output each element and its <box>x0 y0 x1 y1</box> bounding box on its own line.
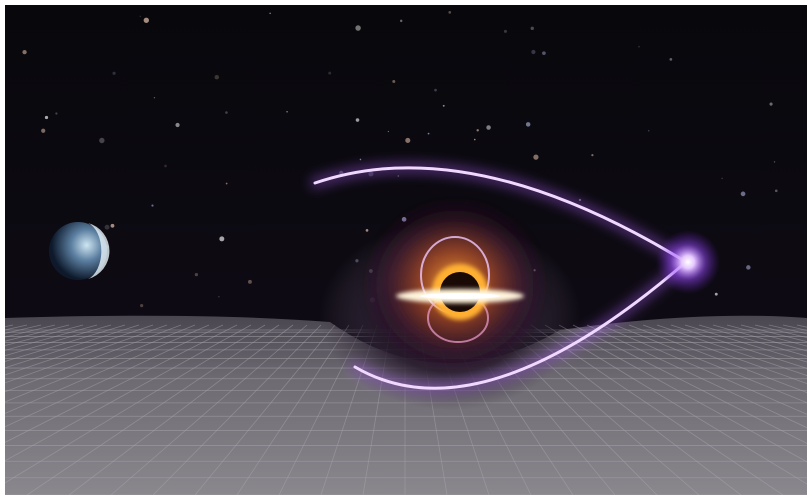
star <box>214 74 220 80</box>
star <box>175 122 180 128</box>
star <box>591 153 594 157</box>
star <box>740 191 746 197</box>
star <box>143 17 149 23</box>
star <box>473 138 476 141</box>
star <box>392 79 396 83</box>
grid-line <box>5 324 224 428</box>
star <box>669 58 673 61</box>
star <box>55 112 58 115</box>
star <box>405 137 411 143</box>
star <box>773 161 776 163</box>
star <box>110 223 115 228</box>
grid-line <box>600 324 807 415</box>
star <box>434 88 437 92</box>
star <box>22 49 27 55</box>
grid-line <box>5 324 126 362</box>
star <box>164 164 167 168</box>
star <box>714 292 718 296</box>
star <box>542 51 546 56</box>
star <box>578 198 582 202</box>
grid-line <box>110 324 308 495</box>
star <box>448 11 452 14</box>
star <box>746 265 751 270</box>
grid-line <box>5 324 140 369</box>
spacetime-floor <box>5 315 807 495</box>
grid-line <box>572 324 807 444</box>
star <box>486 125 491 130</box>
star <box>286 110 288 113</box>
star <box>399 19 403 23</box>
star <box>41 128 46 133</box>
black-hole <box>396 236 524 343</box>
grid-line <box>5 324 196 403</box>
grid-line <box>558 324 807 463</box>
grid-line <box>586 324 807 429</box>
star <box>397 175 400 177</box>
grid-line <box>5 324 112 357</box>
grid-line <box>5 324 238 443</box>
star <box>153 97 156 99</box>
star <box>355 25 361 31</box>
star <box>531 49 536 55</box>
star <box>774 189 778 193</box>
star <box>387 130 390 133</box>
grid-line <box>670 324 807 369</box>
light-source-star <box>656 230 720 294</box>
grid-line <box>68 324 294 495</box>
star <box>219 236 225 242</box>
grid-line <box>5 324 252 462</box>
grid-line <box>5 324 210 414</box>
grid-line <box>26 324 280 495</box>
star <box>218 296 220 298</box>
star <box>355 118 360 122</box>
star <box>476 129 479 132</box>
star <box>225 182 228 185</box>
grid-line <box>5 324 168 384</box>
star <box>721 177 723 180</box>
grid-line <box>236 324 350 495</box>
grid-line <box>642 324 807 384</box>
star <box>151 204 154 207</box>
star <box>427 132 430 135</box>
star <box>359 158 362 161</box>
star <box>769 102 773 106</box>
grid-line <box>5 324 266 484</box>
star <box>139 15 142 18</box>
grid-line <box>698 324 807 357</box>
grid-line <box>152 324 322 495</box>
star <box>112 71 116 75</box>
grid-line <box>614 324 807 404</box>
grid-line <box>530 324 784 495</box>
star <box>44 115 49 120</box>
star <box>225 111 228 114</box>
grid-line <box>628 324 807 393</box>
image <box>5 5 807 495</box>
star <box>533 154 539 160</box>
star <box>638 45 640 48</box>
light-paths <box>310 162 691 394</box>
grid-line <box>194 324 336 495</box>
star <box>442 104 445 107</box>
star <box>647 129 650 132</box>
star <box>104 224 110 230</box>
grid-line <box>5 324 154 376</box>
star <box>328 71 332 75</box>
grid-line <box>684 324 807 363</box>
star <box>99 137 105 144</box>
star <box>248 279 252 284</box>
star <box>194 273 199 277</box>
star <box>365 229 369 232</box>
grid-line <box>5 324 182 393</box>
grid-line <box>656 324 807 377</box>
earth <box>49 222 110 280</box>
star <box>525 122 531 127</box>
star <box>269 12 271 15</box>
star <box>140 304 144 308</box>
grid-line <box>544 324 807 485</box>
star <box>530 26 534 31</box>
star <box>503 29 507 33</box>
